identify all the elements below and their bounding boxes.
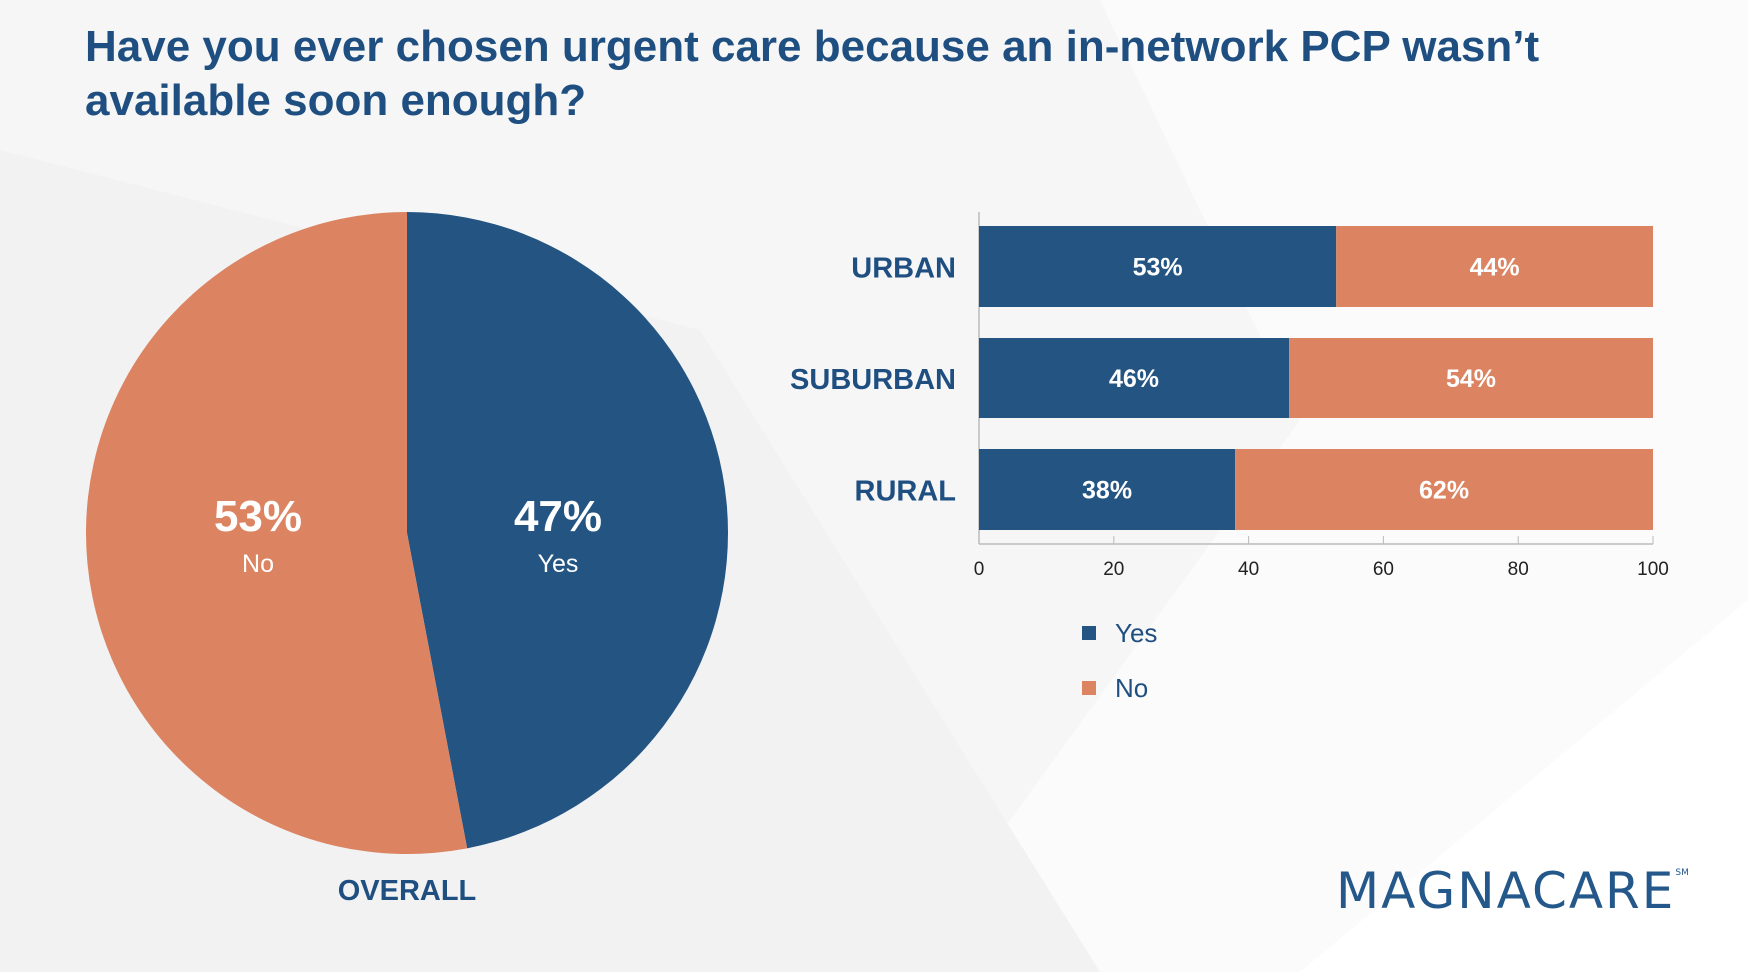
pie-slice-no [85, 212, 468, 855]
bar-no-label: 44% [1470, 254, 1520, 282]
bar-no-label: 54% [1446, 365, 1496, 393]
bar-no-label: 62% [1419, 477, 1469, 505]
legend-label: Yes [1115, 618, 1157, 648]
bar-no [1289, 338, 1653, 418]
x-tick-label: 40 [1238, 559, 1259, 580]
pie-value-label: 47% [514, 492, 602, 541]
x-tick-label: 100 [1637, 559, 1669, 580]
legend-swatch-yes [1082, 626, 1096, 640]
category-label: RURAL [855, 476, 957, 508]
bar-yes-label: 46% [1109, 365, 1159, 393]
logo-text: MAGNACARE [1336, 862, 1676, 920]
pie-title: OVERALL [338, 875, 477, 907]
pie-category-label: Yes [538, 550, 579, 578]
x-tick-label: 20 [1103, 559, 1124, 580]
logo-mark: SM [1675, 868, 1689, 878]
legend-label: No [1115, 673, 1148, 703]
bar-no [1235, 449, 1653, 530]
bar-yes [979, 226, 1337, 307]
legend-swatch-no [1082, 681, 1096, 695]
pie-value-label: 53% [214, 492, 302, 541]
bar-no [1336, 226, 1653, 307]
bar-yes [979, 449, 1236, 530]
x-tick-label: 80 [1508, 559, 1529, 580]
x-tick-label: 0 [974, 559, 985, 580]
magnacare-logo: MAGNACARESM [1336, 862, 1689, 920]
category-label: URBAN [851, 253, 956, 285]
bar-yes-label: 53% [1133, 254, 1183, 282]
bar-yes [979, 338, 1290, 418]
bar-yes-label: 38% [1082, 477, 1132, 505]
category-label: SUBURBAN [790, 364, 956, 396]
pie-slice-yes [407, 212, 728, 849]
pie-category-label: No [242, 550, 274, 578]
x-tick-label: 60 [1373, 559, 1394, 580]
page-title: Have you ever chosen urgent care because… [85, 22, 1540, 125]
